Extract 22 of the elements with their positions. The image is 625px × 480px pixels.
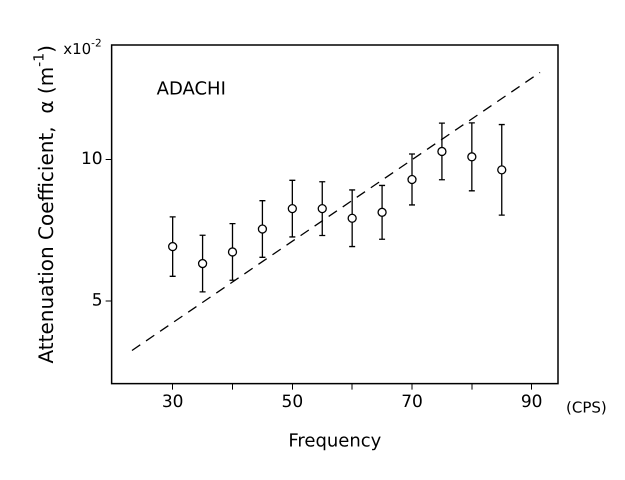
x-tick-label: 30 bbox=[162, 392, 184, 412]
point bbox=[497, 165, 506, 174]
point bbox=[318, 204, 327, 214]
point bbox=[228, 247, 238, 257]
point bbox=[258, 224, 268, 234]
x-tick-label: 70 bbox=[401, 392, 423, 412]
annotation: ADACHI bbox=[156, 78, 226, 100]
point bbox=[288, 204, 297, 214]
point bbox=[407, 174, 417, 184]
text: (CPS) bbox=[566, 398, 607, 416]
y-tick-label: 5 bbox=[92, 290, 103, 310]
y-tick-label: 10 bbox=[80, 148, 103, 169]
y-axis-title: Attenuation Coefficient, α (m-1) bbox=[32, 45, 58, 364]
point bbox=[348, 214, 357, 223]
point bbox=[168, 242, 178, 252]
x-tick-label: 50 bbox=[282, 392, 304, 412]
point bbox=[467, 152, 476, 162]
x-axis-title: Frequency bbox=[288, 430, 382, 452]
point bbox=[198, 258, 208, 268]
x-tick-label: 90 bbox=[520, 392, 542, 412]
point bbox=[437, 146, 447, 156]
point bbox=[377, 208, 387, 217]
